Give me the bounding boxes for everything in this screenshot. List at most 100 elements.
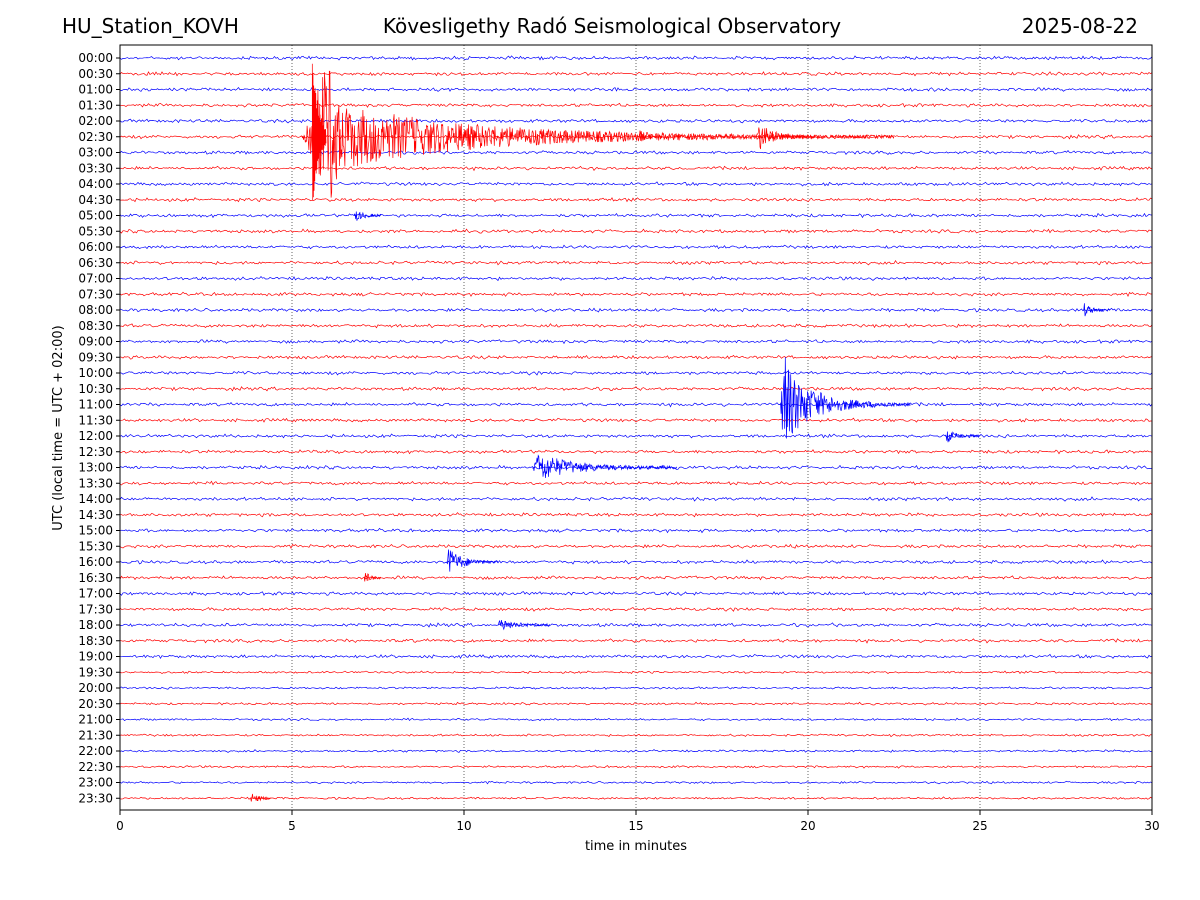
x-tick-label: 25 bbox=[972, 819, 987, 833]
x-tick-label: 30 bbox=[1144, 819, 1159, 833]
event-spike bbox=[311, 63, 327, 201]
chart-title: Kövesligethy Radó Seismological Observat… bbox=[382, 14, 842, 38]
y-tick-label: 05:00 bbox=[78, 209, 113, 223]
event-burst bbox=[301, 70, 895, 198]
trace-row-1600 bbox=[119, 559, 1153, 565]
x-tick-label: 5 bbox=[288, 819, 296, 833]
trace-row-0030 bbox=[119, 71, 1153, 77]
trace-row-1130 bbox=[120, 417, 1152, 423]
trace-row-1330 bbox=[119, 480, 1153, 486]
y-tick-label: 10:00 bbox=[78, 366, 113, 380]
x-axis-label: time in minutes bbox=[585, 839, 687, 854]
trace-row-2000 bbox=[119, 686, 1153, 690]
y-tick-label: 12:30 bbox=[78, 445, 113, 459]
trace-row-0300 bbox=[119, 149, 1153, 156]
y-tick-label: 04:30 bbox=[78, 193, 113, 207]
y-tick-label: 17:00 bbox=[78, 587, 113, 601]
trace-row-0200 bbox=[119, 118, 1153, 124]
y-tick-label: 20:00 bbox=[78, 681, 113, 695]
event-burst bbox=[363, 572, 382, 582]
trace-row-1830 bbox=[119, 638, 1153, 644]
trace-row-0630 bbox=[119, 260, 1153, 266]
trace-row-2330 bbox=[119, 796, 1153, 801]
x-tick-label: 10 bbox=[456, 819, 471, 833]
y-tick-label: 21:00 bbox=[78, 713, 113, 727]
event-burst bbox=[1082, 303, 1111, 317]
x-tick-label: 15 bbox=[628, 819, 643, 833]
y-tick-label: 18:00 bbox=[78, 618, 113, 632]
event-burst bbox=[756, 127, 815, 150]
trace-row-0330 bbox=[119, 165, 1153, 172]
y-tick-label: 03:00 bbox=[78, 146, 113, 160]
trace-row-0930 bbox=[119, 354, 1153, 360]
trace-row-1700 bbox=[119, 591, 1153, 596]
y-tick-label: 13:30 bbox=[78, 476, 113, 490]
x-ticks: 0 5 10 15 20 25 30 bbox=[116, 810, 1160, 833]
trace-row-1800 bbox=[119, 622, 1153, 628]
trace-row-1930 bbox=[119, 670, 1153, 675]
trace-row-0230 bbox=[119, 134, 1153, 140]
y-tick-label: 14:30 bbox=[78, 508, 113, 522]
y-tick-label: 18:30 bbox=[78, 634, 113, 648]
y-tick-label: 22:00 bbox=[78, 744, 113, 758]
trace-row-2100 bbox=[119, 717, 1153, 722]
trace-row-0900 bbox=[119, 339, 1153, 345]
trace-row-1400 bbox=[119, 496, 1153, 502]
y-tick-label: 15:00 bbox=[78, 524, 113, 538]
y-tick-label: 19:00 bbox=[78, 650, 113, 664]
y-axis-label: UTC (local time = UTC + 02:00) bbox=[51, 325, 66, 530]
y-tick-label: 01:30 bbox=[78, 98, 113, 112]
y-tick-label: 02:30 bbox=[78, 130, 113, 144]
x-tick-label: 0 bbox=[116, 819, 124, 833]
trace-row-0400 bbox=[119, 181, 1153, 187]
chart-date: 2025-08-22 bbox=[1021, 14, 1138, 38]
trace-row-1630 bbox=[119, 575, 1153, 581]
trace-row-1100 bbox=[119, 402, 1153, 408]
y-tick-label: 09:00 bbox=[78, 335, 113, 349]
y-tick-label: 10:30 bbox=[78, 382, 113, 396]
y-tick-label: 16:00 bbox=[78, 555, 113, 569]
trace-row-1430 bbox=[119, 512, 1153, 518]
y-tick-label: 23:30 bbox=[78, 791, 113, 805]
event-burst bbox=[639, 130, 657, 142]
grid-layer bbox=[291, 45, 981, 810]
event-burst bbox=[250, 793, 272, 802]
y-tick-label: 21:30 bbox=[78, 728, 113, 742]
y-tick-label: 06:30 bbox=[78, 256, 113, 270]
y-tick-label: 11:00 bbox=[78, 398, 113, 412]
y-tick-label: 22:30 bbox=[78, 760, 113, 774]
station-name: HU_Station_KOVH bbox=[62, 14, 239, 38]
trace-row-0530 bbox=[119, 228, 1153, 234]
trace-row-2230 bbox=[119, 764, 1153, 769]
trace-row-0700 bbox=[119, 275, 1153, 282]
event-burst bbox=[446, 549, 499, 572]
y-tick-label: 20:30 bbox=[78, 697, 113, 711]
trace-row-1200 bbox=[119, 433, 1153, 439]
trace-row-1730 bbox=[119, 607, 1153, 612]
y-tick-label: 13:00 bbox=[78, 461, 113, 475]
event-burst bbox=[945, 431, 981, 443]
trace-row-2200 bbox=[119, 749, 1153, 753]
trace-row-0600 bbox=[119, 244, 1153, 250]
y-tick-label: 09:30 bbox=[78, 350, 113, 364]
trace-layer bbox=[119, 55, 1153, 801]
y-tick-label: 12:00 bbox=[78, 429, 113, 443]
y-tick-label: 07:30 bbox=[78, 287, 113, 301]
y-tick-label: 03:30 bbox=[78, 161, 113, 175]
event-burst bbox=[780, 357, 911, 439]
y-tick-label: 07:00 bbox=[78, 272, 113, 286]
trace-row-1900 bbox=[119, 653, 1153, 660]
event-layer bbox=[250, 63, 1111, 802]
trace-row-0500 bbox=[119, 212, 1153, 219]
trace-row-1230 bbox=[119, 449, 1153, 455]
trace-row-0830 bbox=[119, 323, 1153, 329]
trace-row-0800 bbox=[119, 307, 1153, 313]
trace-row-0000 bbox=[119, 55, 1153, 61]
event-burst bbox=[532, 454, 678, 479]
event-burst bbox=[498, 619, 550, 631]
trace-row-2300 bbox=[119, 780, 1153, 785]
trace-row-0100 bbox=[119, 87, 1153, 92]
y-tick-label: 16:30 bbox=[78, 571, 113, 585]
